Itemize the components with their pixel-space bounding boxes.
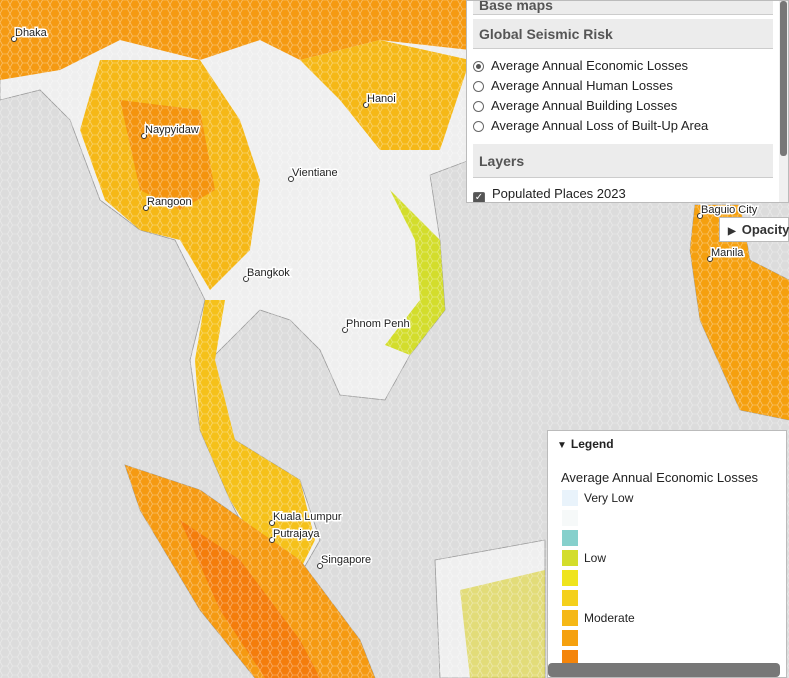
place-dot <box>288 176 294 182</box>
place-label: Manila <box>711 247 744 259</box>
legend-swatch <box>562 590 578 606</box>
legend-swatch <box>562 550 578 566</box>
place-label: Rangoon <box>147 196 192 208</box>
place-label: Baguio City <box>701 204 758 216</box>
option-label: Average Annual Building Losses <box>491 98 678 113</box>
risk-option[interactable]: Average Annual Human Losses <box>473 77 673 95</box>
radio <box>473 121 484 132</box>
opacity-toggle[interactable]: ▶ Opacity <box>719 217 789 242</box>
legend-toggle-label: Legend <box>570 437 614 451</box>
place-label: Bangkok <box>247 267 290 279</box>
legend-swatch <box>562 650 578 666</box>
checkbox: ✓ <box>473 192 485 203</box>
layer-panel: Base maps Global Seismic Risk Average An… <box>466 0 789 203</box>
legend-swatch <box>562 530 578 546</box>
option-label: Average Annual Economic Losses <box>491 58 689 73</box>
legend-toggle[interactable]: ▼ Legend <box>557 437 614 451</box>
place-dot <box>243 276 249 282</box>
place-dot <box>707 256 713 262</box>
radio <box>473 81 484 92</box>
place-dot <box>697 213 703 219</box>
legend-swatch <box>562 630 578 646</box>
risk-header[interactable]: Global Seismic Risk <box>473 19 773 49</box>
layers-header[interactable]: Layers <box>473 144 773 178</box>
option-label: Average Annual Human Losses <box>491 78 673 93</box>
legend-scrollbar[interactable] <box>548 663 780 677</box>
legend-label: Very Low <box>584 491 634 505</box>
place-label: Hanoi <box>367 93 396 105</box>
layer-item[interactable]: ✓ Populated Places 2023 <box>473 185 626 203</box>
legend-label: Moderate <box>584 611 635 625</box>
place-label: Naypyidaw <box>145 124 199 136</box>
place-label: Kuala Lumpur <box>273 511 342 523</box>
place-dot <box>363 102 369 108</box>
place-label: Singapore <box>321 554 371 566</box>
place-label: Phnom Penh <box>346 318 410 330</box>
legend-title: Average Annual Economic Losses <box>561 470 759 485</box>
risk-option[interactable]: Average Annual Loss of Built-Up Area <box>473 117 708 135</box>
place-label: Putrajaya <box>273 528 320 540</box>
scroll-thumb[interactable] <box>780 1 787 156</box>
place-dot <box>143 205 149 211</box>
radio <box>473 61 484 72</box>
places: Dhaka Naypyidaw Rangoon Hanoi Vientiane Bangk… <box>11 25 759 569</box>
place-dot <box>11 36 17 42</box>
legend-swatch <box>562 510 578 526</box>
legend-swatch <box>562 570 578 586</box>
place-dot <box>317 563 323 569</box>
risk-option[interactable]: Average Annual Economic Losses <box>473 57 688 75</box>
place-dot <box>342 327 348 333</box>
triangle-icon: ▶ <box>728 226 736 237</box>
legend-label: Low <box>584 551 607 565</box>
place-label: Vientiane <box>292 167 338 179</box>
layer-label: Populated Places 2023 <box>492 186 626 201</box>
place-dot <box>141 133 147 139</box>
legend-swatch <box>562 490 578 506</box>
radio <box>473 101 484 112</box>
place-dot <box>269 537 275 543</box>
place-label: Dhaka <box>15 27 48 39</box>
scrollbar[interactable] <box>779 1 788 202</box>
legend-swatch <box>562 610 578 626</box>
risk-option[interactable]: Average Annual Building Losses <box>473 97 677 115</box>
legend: ▼ Legend Average Annual Economic Losses V… <box>547 430 787 678</box>
base-maps-header[interactable]: Base maps <box>473 1 773 15</box>
place-dot <box>269 520 275 526</box>
option-label: Average Annual Loss of Built-Up Area <box>491 118 709 133</box>
opacity-label: Opacity <box>741 222 789 237</box>
